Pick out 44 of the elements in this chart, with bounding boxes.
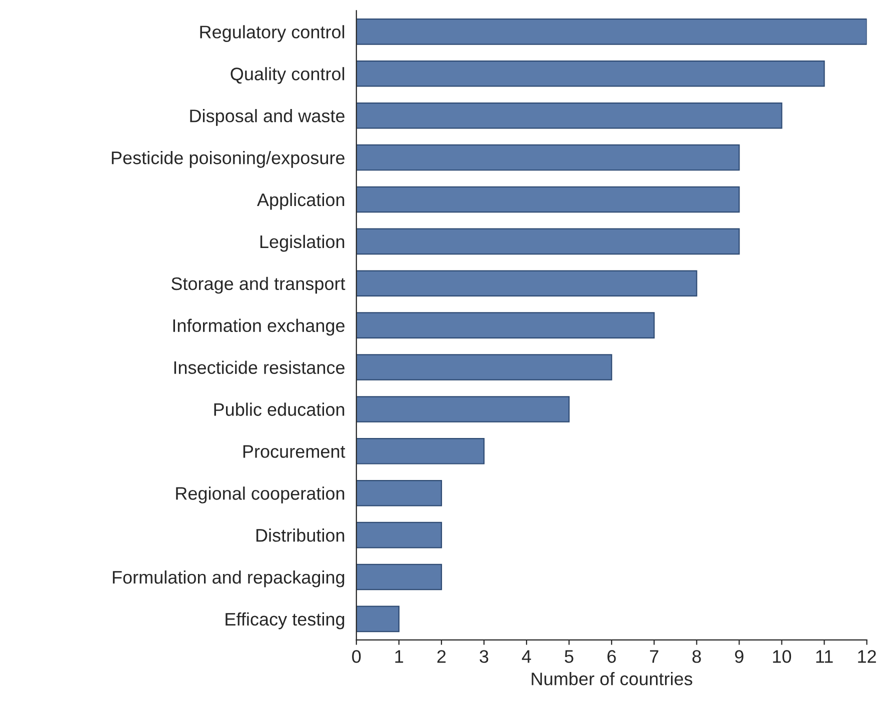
- y-tick-label: Disposal and waste: [190, 109, 344, 126]
- bar: [356, 312, 655, 338]
- bar: [356, 186, 740, 213]
- bar: [356, 522, 442, 548]
- bar: [356, 480, 442, 506]
- bar: [356, 228, 740, 255]
- bar: [356, 396, 570, 422]
- x-tick-label: 2: [437, 650, 446, 663]
- bar: [356, 564, 442, 590]
- bar: [356, 270, 698, 297]
- y-tick-label: Procurement: [243, 445, 346, 458]
- x-tick-label: 9: [735, 650, 744, 663]
- x-tick-label: 3: [480, 650, 488, 663]
- x-tick-label: 10: [773, 650, 792, 663]
- bar: [356, 60, 825, 87]
- y-tick-label: Regional cooperation: [176, 486, 344, 504]
- y-tick-label: Public education: [214, 402, 344, 416]
- y-tick-label: Information exchange: [173, 318, 344, 336]
- x-tick-label: 5: [564, 650, 574, 663]
- x-tick-label: 7: [650, 650, 658, 663]
- x-tick-label: 4: [522, 650, 532, 663]
- bar: [356, 606, 400, 632]
- y-tick-label: Legislation: [260, 234, 344, 252]
- x-tick-label: 8: [692, 650, 701, 663]
- y-tick-label: Storage and transport: [171, 276, 346, 294]
- y-tick-label: Regulatory control: [200, 25, 344, 42]
- x-tick-label: 11: [816, 650, 833, 663]
- x-axis-title: Number of countries: [532, 672, 692, 686]
- y-tick-label: Formulation and repackaging: [112, 570, 344, 588]
- y-tick-label: Insecticide resistance: [174, 360, 344, 374]
- x-tick-label: 12: [858, 650, 876, 663]
- bar: [356, 144, 740, 171]
- x-tick-label: 0: [352, 650, 361, 663]
- bar: [356, 354, 612, 380]
- y-tick-label: Pesticide poisoning/exposure: [112, 150, 344, 168]
- y-tick-label: Distribution: [256, 528, 344, 542]
- bar: [356, 438, 485, 464]
- bar: [356, 18, 867, 45]
- x-tick-label: 1: [395, 650, 404, 663]
- y-tick-label: Efficacy testing: [226, 612, 344, 630]
- y-tick-label: Quality control: [230, 67, 344, 84]
- x-tick-label: 6: [607, 650, 616, 663]
- bar: [356, 102, 782, 129]
- y-tick-label: Application: [257, 192, 344, 210]
